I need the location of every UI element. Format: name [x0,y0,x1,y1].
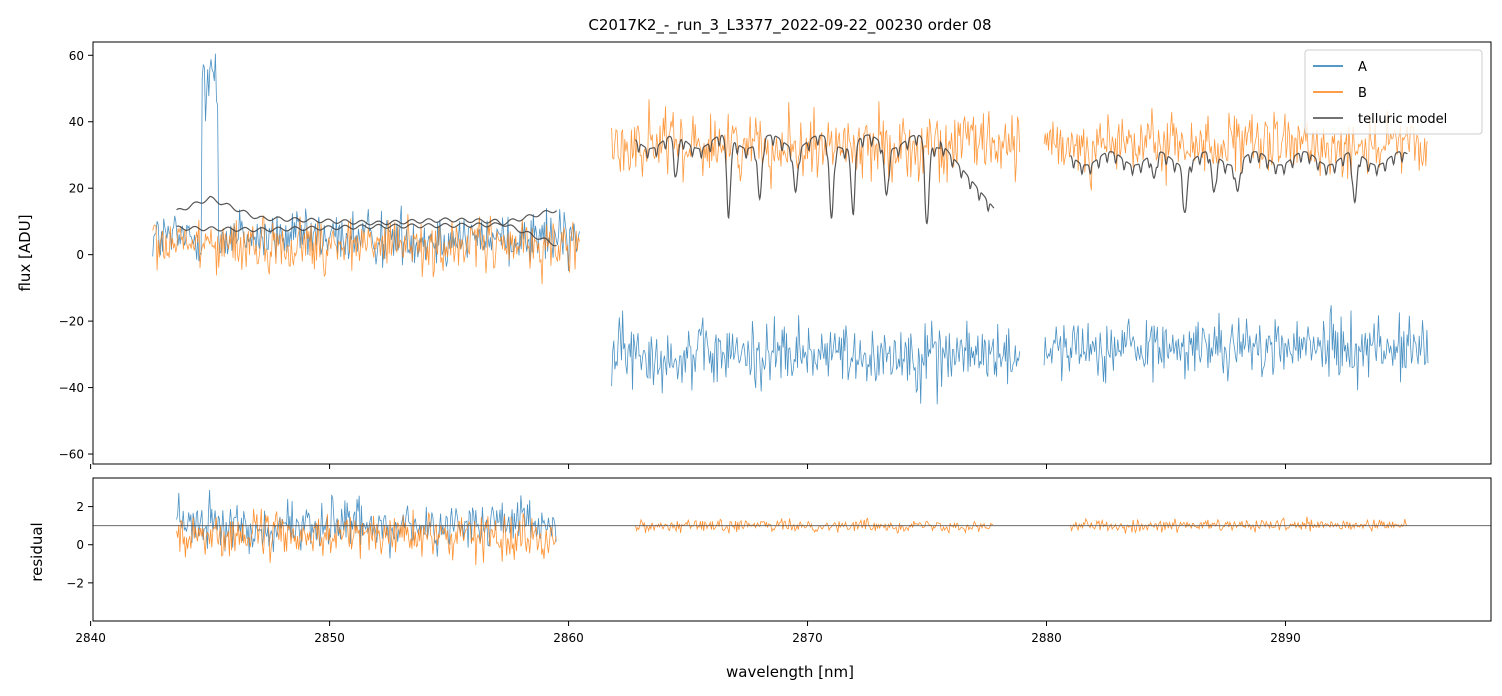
x-tick-label: 2890 [1270,631,1301,645]
residual-series-b-line [635,517,994,535]
residual-y-axis-label: residual [28,522,46,581]
x-axis-label: wavelength [nm] [726,663,854,681]
residual-x-ticks: 2840 2850 2860 2870 2880 2890 [75,621,1301,645]
flux-y-tick-label: 20 [69,182,84,196]
x-tick-label: 2880 [1031,631,1062,645]
residual-panel: 2 0 −2 2840 2850 2860 2870 2880 2890 residual w… [28,477,1492,681]
flux-y-tick-label: −20 [59,315,84,329]
series-a-line [611,310,1021,405]
residual-axes-frame [92,477,1492,622]
residual-y-tick-label: −2 [66,576,84,590]
telluric-model-line [176,195,557,247]
legend-label-b: B [1358,86,1367,101]
chart-title: C2017K2_-_run_3_L3377_2022-09-22_00230 o… [588,16,991,35]
legend: A B telluric model [1304,49,1483,135]
x-tick-label: 2870 [792,631,823,645]
flux-axes-frame [92,41,1492,465]
x-tick-label: 2840 [75,631,106,645]
flux-plot-area [152,53,1429,405]
legend-box [1304,49,1483,135]
series-b-line [152,213,580,285]
telluric-model-line [635,134,995,225]
x-tick-label: 2850 [314,631,345,645]
residual-plot-area [93,489,1491,566]
series-a-line [1043,305,1429,391]
flux-y-tick-label: −60 [59,448,84,462]
telluric-model-line [1069,151,1408,213]
flux-y-tick-label: −40 [59,381,84,395]
flux-y-axis-label: flux [ADU] [16,214,34,291]
series-b-line [1043,108,1429,191]
residual-series-b-line [176,508,557,566]
flux-y-tick-label: 40 [69,115,84,129]
residual-y-ticks: 2 0 −2 [66,500,93,590]
telluric-model-line [176,209,558,233]
residual-y-tick-label: 0 [76,538,84,552]
flux-y-tick-label: 0 [76,248,84,262]
flux-y-ticks: 60 40 20 0 −20 −40 −60 [59,49,93,462]
legend-label-telluric: telluric model [1358,112,1447,127]
flux-x-ticks [90,464,1286,469]
legend-label-a: A [1358,60,1367,75]
flux-panel: C2017K2_-_run_3_L3377_2022-09-22_00230 o… [16,16,1492,469]
flux-y-tick-label: 60 [69,49,84,63]
x-tick-label: 2860 [553,631,584,645]
residual-y-tick-label: 2 [76,500,84,514]
